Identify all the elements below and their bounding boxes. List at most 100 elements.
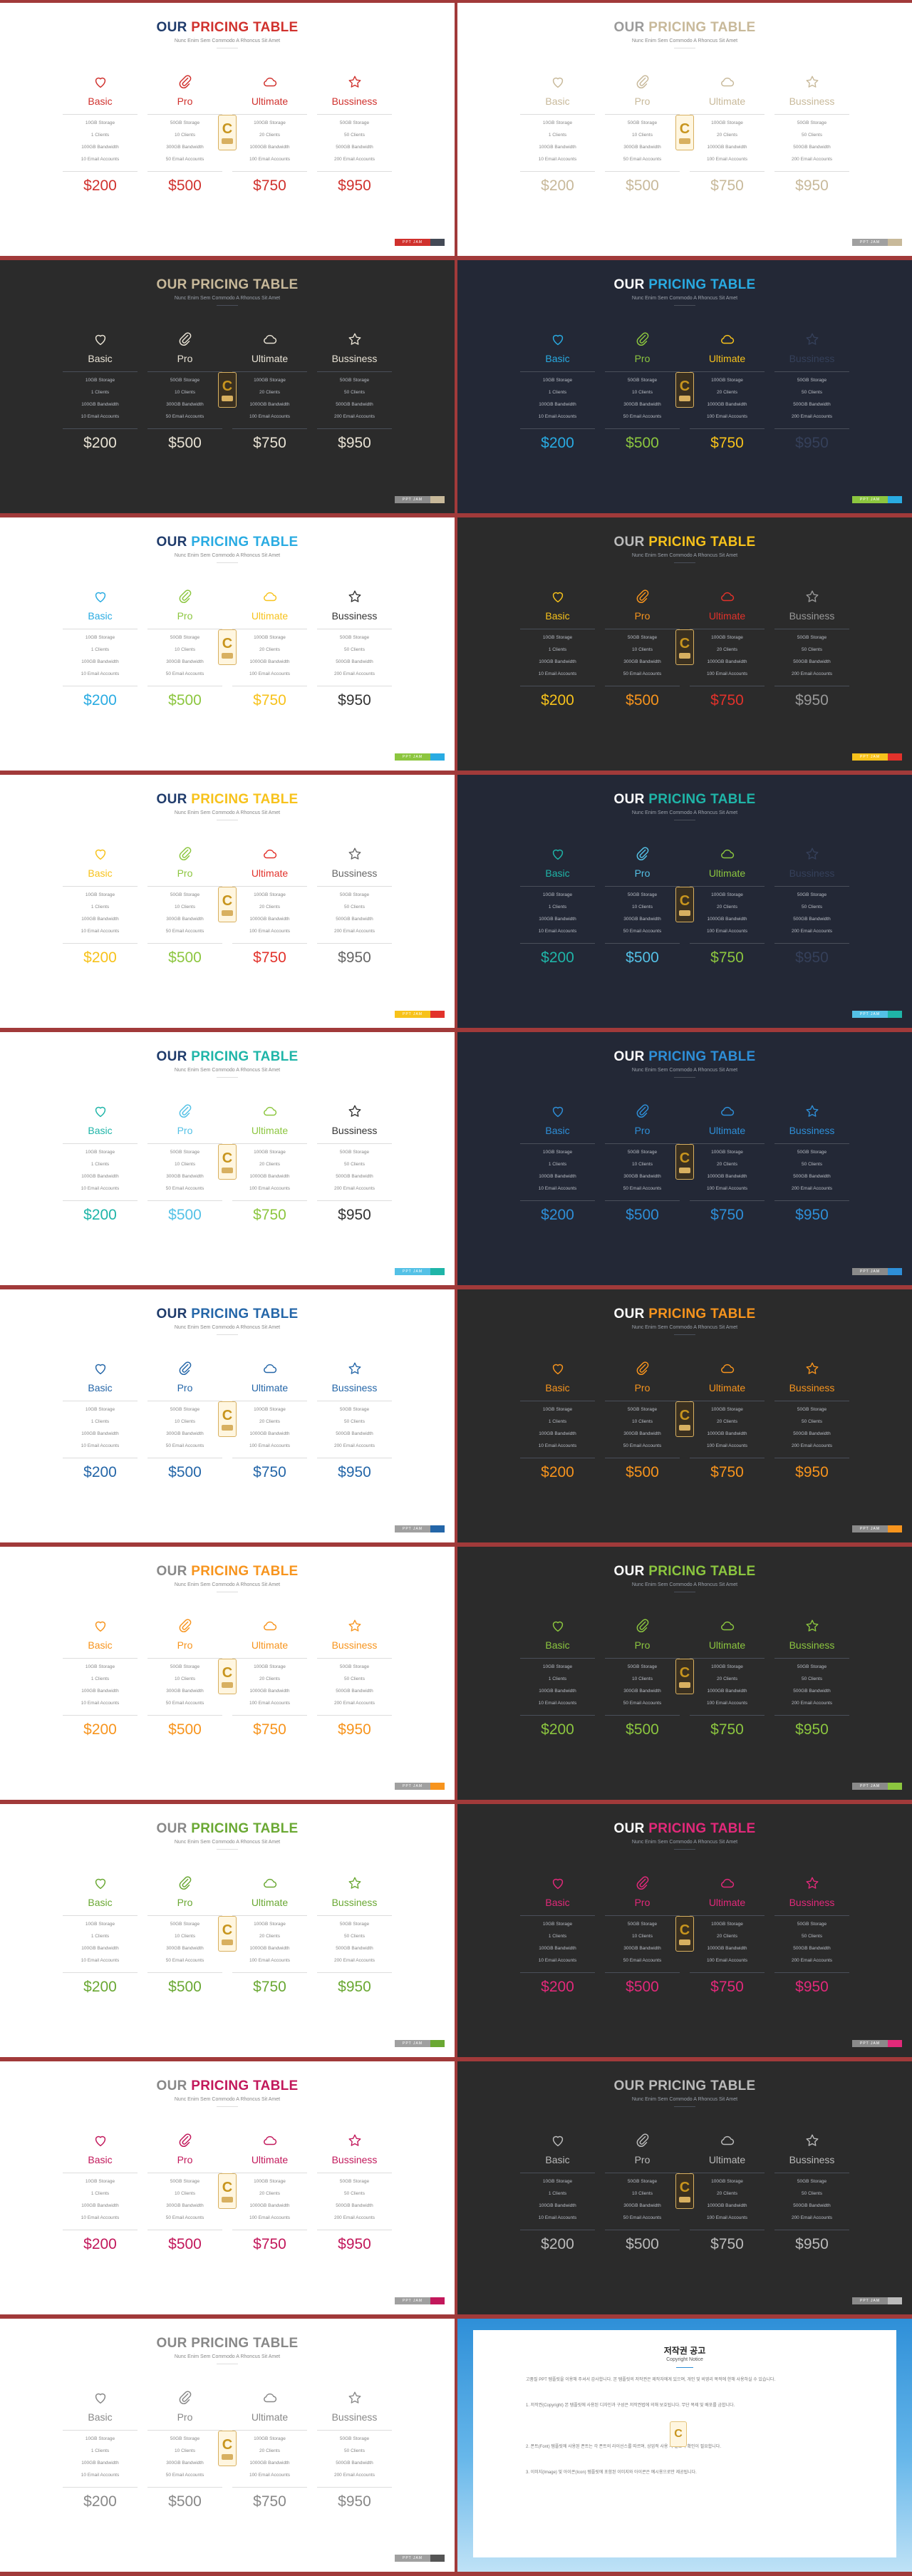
footer-button[interactable] (888, 1268, 902, 1275)
plan-bottom-line (147, 1715, 222, 1716)
plan-bottom-line (63, 1200, 138, 1201)
footer-button[interactable] (430, 1011, 445, 1018)
slide-subtitle: Nunc Enim Sem Commodo A Rhoncus Sit Amet (631, 38, 738, 43)
slide-footer: PPT JAM (852, 496, 902, 503)
plan-top-line (605, 371, 680, 372)
feature-item: 20 Clients (717, 905, 737, 910)
footer-button[interactable] (888, 2040, 902, 2047)
plan-price: $500 (626, 435, 659, 451)
title-our: OUR (156, 1049, 187, 1064)
title-main: PRICING TABLE (648, 792, 756, 807)
footer-button[interactable] (888, 753, 902, 761)
logo-badge: C (218, 1659, 237, 1694)
feature-item: 10 Clients (632, 647, 653, 652)
feature-item: 50GB Storage (339, 1150, 370, 1155)
feature-item: 50 Clients (344, 1162, 365, 1167)
feature-item: 50 Email Accounts (623, 1958, 662, 1963)
footer-button[interactable] (888, 2297, 902, 2304)
footer-button[interactable] (888, 496, 902, 503)
plan-price: $950 (795, 435, 829, 451)
feature-item: 500GB Bandwidth (336, 2203, 373, 2208)
plan-columns: Basic 10GB Storage 1 Clients 100GB Bandwidt… (520, 330, 849, 452)
feature-item: 100GB Bandwidth (81, 145, 119, 150)
plan-ultimate: Ultimate 100GB Storage 20 Clients 1000GB Ba… (690, 1617, 765, 1738)
feature-item: 20 Clients (717, 1676, 737, 1681)
plan-name: Pro (177, 96, 193, 107)
feature-item: 1000GB Bandwidth (249, 1174, 290, 1179)
plan-bottom-line (520, 1715, 595, 1716)
plan-bottom-line (63, 171, 138, 172)
title-our: OUR (156, 1307, 187, 1322)
footer-button[interactable] (430, 496, 445, 503)
logo-letter: C (222, 636, 233, 651)
logo-letter: C (222, 1150, 233, 1166)
plan-pro: Pro 50GB Storage 10 Clients 300GB Bandwidth… (605, 587, 680, 709)
plan-price: $750 (710, 1721, 744, 1738)
plan-top-line (232, 1143, 307, 1144)
footer-button[interactable] (430, 239, 445, 246)
footer-button[interactable] (430, 2040, 445, 2047)
footer-button[interactable] (430, 2555, 445, 2562)
plan-ultimate: Ultimate 100GB Storage 20 Clients 1000GB Ba… (232, 845, 307, 967)
cloud-icon (232, 1359, 307, 1378)
feature-item: 1 Clients (90, 133, 110, 138)
plan-top-line (63, 114, 138, 115)
plan-name: Bussiness (331, 867, 378, 879)
copyright-paragraph: 2. 폰트(Font) 템플릿에 사용된 폰트는 각 폰트의 라이선스를 따르며… (526, 2445, 721, 2449)
plan-columns: Basic 10GB Storage 1 Clients 100GB Bandwidt… (520, 845, 849, 967)
footer-button[interactable] (888, 1011, 902, 1018)
plan-bottom-line (690, 1972, 765, 1973)
title-divider (217, 1334, 238, 1335)
feature-item: 200 Email Accounts (333, 671, 375, 676)
plan-price: $750 (253, 1207, 286, 1223)
footer-button[interactable] (430, 753, 445, 761)
feature-item: 100GB Bandwidth (539, 402, 576, 407)
logo-shield (222, 1939, 233, 1945)
plan-top-line (232, 371, 307, 372)
title-our: OUR (613, 1821, 645, 1836)
plan-price: $750 (710, 2236, 744, 2252)
logo-badge: C (218, 2173, 237, 2209)
footer-button[interactable] (430, 2297, 445, 2304)
plan-price: $950 (795, 1979, 829, 1995)
feature-item: 10 Clients (632, 133, 653, 138)
footer-button[interactable] (888, 1783, 902, 1790)
plan-ultimate: Ultimate 100GB Storage 20 Clients 1000GB Ba… (232, 1874, 307, 1996)
plan-bussiness: Bussiness 50GB Storage 50 Clients 500GB Ban… (774, 330, 849, 452)
plan-name: Ultimate (708, 1125, 746, 1136)
feature-item: 50GB Storage (170, 378, 200, 383)
feature-item: 50GB Storage (627, 1150, 658, 1155)
feature-item: 1 Clients (90, 1162, 110, 1167)
feature-item: 100GB Storage (254, 635, 286, 640)
plan-bussiness: Bussiness 50GB Storage 50 Clients 500GB Ban… (317, 1874, 392, 1996)
title-divider (217, 305, 238, 306)
footer-button[interactable] (430, 1783, 445, 1790)
plan-columns: Basic 10GB Storage 1 Clients 100GB Bandwidt… (520, 73, 849, 195)
feature-item: 1000GB Bandwidth (249, 2461, 290, 2466)
logo-shield (222, 396, 233, 401)
feature-item: 50GB Storage (339, 1407, 370, 1412)
feature-item: 20 Clients (717, 2191, 737, 2196)
feature-list: 10GB Storage 1 Clients 100GB Bandwidth 10 E… (520, 2175, 595, 2224)
footer-button[interactable] (888, 239, 902, 246)
footer-button[interactable] (430, 1268, 445, 1275)
plan-bussiness: Bussiness 50GB Storage 50 Clients 500GB Ban… (774, 1617, 849, 1738)
feature-item: 100 Email Accounts (249, 2215, 291, 2220)
plan-name: Basic (88, 353, 113, 364)
feature-item: 1 Clients (90, 390, 110, 395)
feature-item: 50 Clients (344, 1419, 365, 1424)
footer-button[interactable] (430, 1525, 445, 1532)
plan-name: Pro (634, 1897, 651, 1908)
feature-item: 100GB Bandwidth (539, 1946, 576, 1951)
heart-icon (520, 1617, 595, 1635)
footer-tag: PPT JAM (852, 753, 888, 761)
feature-list: 100GB Storage 20 Clients 1000GB Bandwidth 1… (232, 2175, 307, 2224)
logo-shield (679, 653, 690, 659)
feature-item: 500GB Bandwidth (336, 2461, 373, 2466)
plan-name: Pro (177, 1382, 193, 1393)
footer-button[interactable] (888, 1525, 902, 1532)
feature-item: 50GB Storage (339, 1664, 370, 1669)
plan-name: Ultimate (251, 1639, 289, 1651)
feature-list: 10GB Storage 1 Clients 100GB Bandwidth 10 E… (63, 2175, 138, 2224)
feature-item: 50 Email Accounts (165, 671, 204, 676)
